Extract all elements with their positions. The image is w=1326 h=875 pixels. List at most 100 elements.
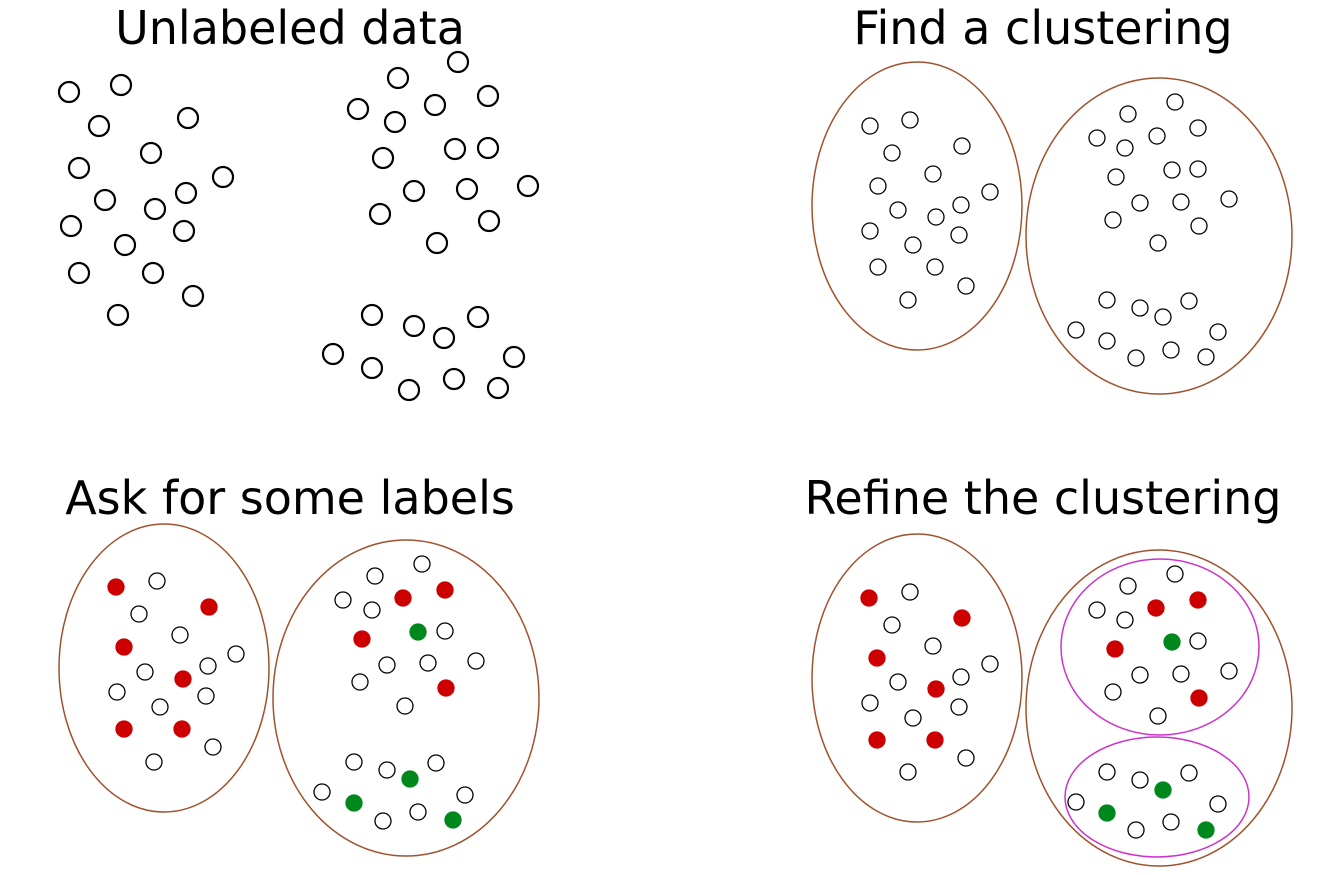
data-point-unlabeled (1149, 707, 1167, 725)
data-point-green (1098, 804, 1116, 822)
data-point-unlabeled (1104, 683, 1122, 701)
data-point-unlabeled (1163, 161, 1181, 179)
data-point-unlabeled (477, 209, 501, 233)
data-point-unlabeled (363, 601, 381, 619)
data-point-red (1147, 599, 1165, 617)
data-point-unlabeled (904, 236, 922, 254)
data-point-unlabeled (139, 141, 163, 165)
data-point-unlabeled (1127, 349, 1145, 367)
data-point-unlabeled (427, 754, 445, 772)
data-point-unlabeled (1119, 105, 1137, 123)
panel-find-clustering (811, 61, 1293, 395)
data-point-red (926, 731, 944, 749)
data-point-unlabeled (366, 567, 384, 585)
data-point-red (200, 598, 218, 616)
data-point-green (1197, 821, 1215, 839)
data-point-red (953, 609, 971, 627)
data-point-unlabeled (413, 555, 431, 573)
data-point-red (174, 670, 192, 688)
data-point-unlabeled (455, 177, 479, 201)
data-point-unlabeled (1180, 764, 1198, 782)
data-point-unlabeled (883, 616, 901, 634)
data-point-unlabeled (419, 654, 437, 672)
data-point-unlabeled (1190, 217, 1208, 235)
cluster-ellipse-0 (58, 523, 270, 813)
subcluster-ellipse-3 (1064, 736, 1250, 858)
data-point-unlabeled (383, 110, 407, 134)
data-point-unlabeled (57, 80, 81, 104)
panel-refine-clustering (811, 533, 1293, 867)
data-point-unlabeled (360, 356, 384, 380)
data-point-unlabeled (901, 111, 919, 129)
data-point-unlabeled (1098, 332, 1116, 350)
data-point-unlabeled (889, 673, 907, 691)
data-point-unlabeled (1162, 813, 1180, 831)
data-point-unlabeled (861, 694, 879, 712)
data-point-unlabeled (136, 663, 154, 681)
data-point-unlabeled (442, 367, 466, 391)
data-point-unlabeled (59, 214, 83, 238)
data-point-unlabeled (368, 202, 392, 226)
data-point-unlabeled (227, 645, 245, 663)
data-point-unlabeled (861, 117, 879, 135)
data-point-red (868, 731, 886, 749)
data-point-unlabeled (321, 342, 345, 366)
data-point-unlabeled (1189, 119, 1207, 137)
cluster-ellipse-0 (811, 533, 1023, 823)
data-point-unlabeled (476, 136, 500, 160)
subcluster-ellipse-2 (1060, 558, 1260, 736)
data-point-unlabeled (1107, 168, 1125, 186)
data-point-unlabeled (174, 181, 198, 205)
data-point-red (107, 578, 125, 596)
data-point-unlabeled (1131, 771, 1149, 789)
data-point-unlabeled (889, 201, 907, 219)
data-point-unlabeled (108, 683, 126, 701)
data-point-unlabeled (1131, 299, 1149, 317)
data-point-unlabeled (93, 188, 117, 212)
diagram-marks (57, 50, 1293, 867)
data-point-unlabeled (981, 183, 999, 201)
data-point-red (868, 649, 886, 667)
data-point-unlabeled (396, 697, 414, 715)
data-point-unlabeled (109, 73, 133, 97)
data-point-unlabeled (397, 378, 421, 402)
data-point-unlabeled (1166, 565, 1184, 583)
data-point-unlabeled (197, 687, 215, 705)
data-point-unlabeled (346, 97, 370, 121)
data-point-unlabeled (386, 66, 410, 90)
data-point-unlabeled (113, 233, 137, 257)
data-point-unlabeled (371, 146, 395, 170)
data-point-unlabeled (924, 165, 942, 183)
data-point-unlabeled (1088, 601, 1106, 619)
data-point-unlabeled (141, 261, 165, 285)
data-point-unlabeled (1116, 611, 1134, 629)
data-point-red (436, 581, 454, 599)
data-point-unlabeled (1154, 308, 1172, 326)
data-point-unlabeled (1067, 321, 1085, 339)
data-point-unlabeled (334, 591, 352, 609)
data-point-unlabeled (981, 655, 999, 673)
data-point-red (173, 720, 191, 738)
data-point-unlabeled (446, 50, 470, 74)
data-point-unlabeled (901, 583, 919, 601)
data-point-unlabeled (1098, 763, 1116, 781)
data-point-unlabeled (1131, 194, 1149, 212)
data-point-unlabeled (1166, 93, 1184, 111)
data-point-green (1154, 781, 1172, 799)
data-point-unlabeled (1127, 821, 1145, 839)
data-point-unlabeled (409, 803, 427, 821)
data-point-red (115, 720, 133, 738)
data-point-unlabeled (106, 303, 130, 327)
data-point-unlabeled (1119, 577, 1137, 595)
data-point-unlabeled (423, 93, 447, 117)
panel-ask-labels (58, 523, 540, 857)
data-point-unlabeled (199, 657, 217, 675)
data-point-unlabeled (1189, 160, 1207, 178)
data-point-unlabeled (378, 656, 396, 674)
data-point-unlabeled (402, 314, 426, 338)
data-point-unlabeled (467, 652, 485, 670)
data-point-unlabeled (502, 345, 526, 369)
data-point-unlabeled (869, 177, 887, 195)
data-point-unlabeled (1088, 129, 1106, 147)
data-point-unlabeled (950, 226, 968, 244)
